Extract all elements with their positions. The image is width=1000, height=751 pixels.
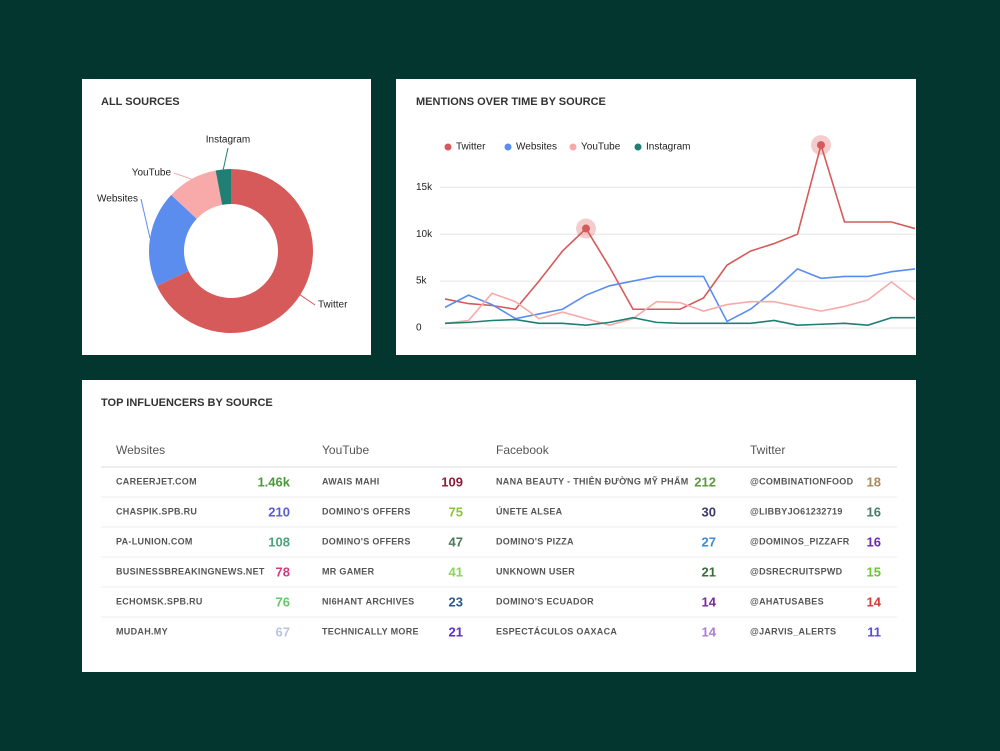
pie-slice — [148, 194, 197, 286]
influencer-name: CAREERJET.COM — [116, 476, 197, 486]
legend-swatch — [504, 143, 512, 151]
slice-label: Instagram — [206, 135, 250, 146]
line-series — [444, 281, 916, 327]
influencer-count: 21 — [702, 564, 716, 579]
influencer-name: PA-LUNION.COM — [116, 536, 193, 546]
legend-label: Websites — [516, 142, 557, 153]
influencer-name: MUDAH.MY — [116, 626, 168, 636]
influencer-count: 16 — [867, 534, 881, 549]
column-header: Facebook — [496, 443, 550, 457]
influencer-name: NI6HANT ARCHIVES — [322, 596, 414, 606]
influencer-name: DOMINO'S PIZZA — [496, 536, 574, 546]
y-tick-label: 15k — [416, 182, 433, 193]
influencer-count: 18 — [867, 474, 881, 489]
y-tick-label: 10k — [416, 229, 433, 240]
influencer-count: 14 — [702, 624, 717, 639]
legend-label: YouTube — [581, 142, 621, 153]
influencer-count: 14 — [867, 594, 882, 609]
legend-label: Twitter — [456, 142, 486, 153]
influencer-count: 23 — [449, 594, 463, 609]
influencer-name: MR GAMER — [322, 566, 375, 576]
pie-slice — [215, 169, 231, 205]
influencer-name: DOMINO'S OFFERS — [322, 506, 411, 516]
influencer-count: 21 — [449, 624, 463, 639]
influencer-name: UNKNOWN USER — [496, 566, 575, 576]
legend-label: Instagram — [646, 142, 690, 153]
influencer-count: 14 — [702, 594, 717, 609]
influencer-count: 109 — [441, 474, 463, 489]
pie-slice — [156, 169, 313, 333]
column-header: YouTube — [322, 443, 369, 457]
influencer-name: DOMINO'S OFFERS — [322, 536, 411, 546]
influencer-count: 27 — [702, 534, 716, 549]
legend-swatch — [444, 143, 452, 151]
influencer-count: 210 — [268, 504, 290, 519]
influencer-name: ÚNETE ALSEA — [496, 505, 563, 516]
influencer-name: AWAIS MAHI — [322, 476, 380, 486]
y-tick-label: 5k — [416, 276, 428, 287]
influencer-count: 11 — [867, 624, 881, 639]
influencer-name: @DSRECRUITSPWD — [750, 566, 843, 576]
influencer-name: NANA BEAUTY - THIÊN ĐƯỜNG MỸ PHẨM — [496, 475, 689, 486]
influencer-count: 78 — [276, 564, 290, 579]
influencer-name: @DOMINOS_PIZZAFR — [750, 536, 850, 546]
slice-label: Twitter — [318, 300, 348, 311]
influencer-name: @AHATUSABES — [750, 596, 824, 606]
line-series — [444, 316, 915, 326]
slice-label: YouTube — [132, 168, 172, 179]
influencer-count: 1.46k — [257, 474, 290, 489]
line-series — [444, 142, 916, 311]
influencer-count: 108 — [268, 534, 290, 549]
panel — [82, 380, 916, 672]
influencer-name: @JARVIS_ALERTS — [750, 626, 836, 636]
panel-title: MENTIONS OVER TIME BY SOURCE — [416, 96, 606, 108]
leader-line — [140, 198, 151, 239]
influencer-count: 47 — [449, 534, 463, 549]
influencer-name: BUSINESSBREAKINGNEWS.NET — [116, 566, 265, 576]
panel-title: TOP INFLUENCERS BY SOURCE — [101, 397, 273, 409]
influencer-count: 67 — [276, 624, 290, 639]
influencer-count: 15 — [867, 564, 881, 579]
influencer-name: TECHNICALLY MORE — [322, 626, 419, 636]
panel-title: ALL SOURCES — [101, 96, 180, 108]
influencer-count: 212 — [694, 474, 716, 489]
influencer-count: 30 — [702, 504, 716, 519]
column-header: Websites — [116, 443, 165, 457]
influencer-name: ESPECTÁCULOS OAXACA — [496, 626, 617, 636]
highlight-point — [817, 141, 825, 150]
column-header: Twitter — [750, 443, 785, 457]
influencer-name: @COMBINATIONFOOD — [750, 476, 854, 486]
line-series — [444, 267, 916, 323]
leader-line — [173, 172, 192, 180]
influencer-count: 16 — [867, 504, 881, 519]
y-tick-label: 0 — [416, 323, 422, 334]
slice-label: Websites — [97, 194, 138, 205]
leader-line — [222, 147, 229, 170]
influencer-name: CHASPIK.SPB.RU — [116, 506, 197, 516]
legend-swatch — [634, 143, 642, 151]
influencer-count: 41 — [449, 564, 463, 579]
legend-swatch — [569, 143, 577, 151]
influencer-name: ECHOMSK.SPB.RU — [116, 596, 203, 606]
influencer-count: 76 — [276, 594, 290, 609]
highlight-point — [582, 224, 590, 233]
influencer-count: 75 — [449, 504, 463, 519]
pie-slice — [171, 170, 223, 219]
leader-line — [299, 294, 316, 306]
influencer-name: DOMINO'S ECUADOR — [496, 596, 594, 606]
influencer-name: @LIBBYJO61232719 — [750, 506, 843, 516]
